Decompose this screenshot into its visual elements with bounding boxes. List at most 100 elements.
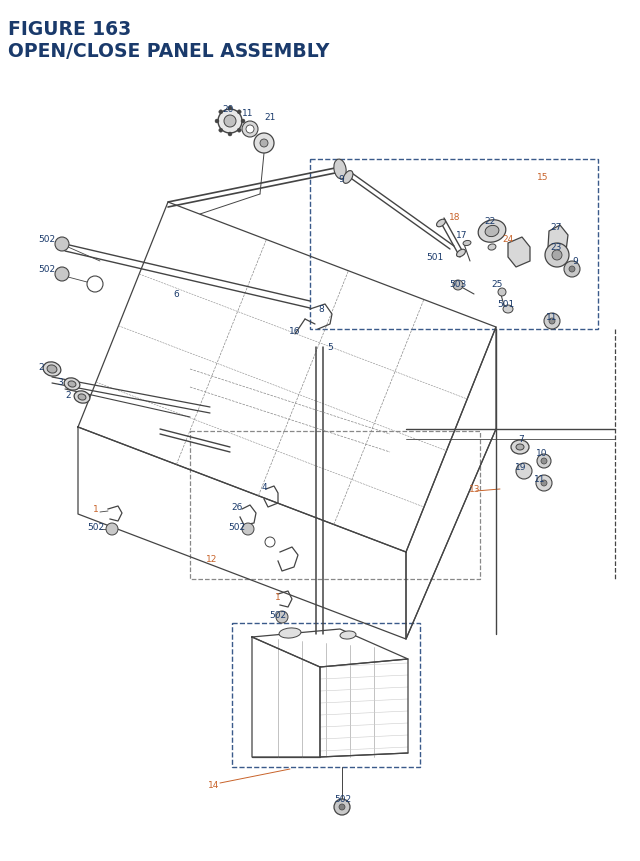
Circle shape [453, 281, 463, 291]
Circle shape [544, 313, 560, 330]
Ellipse shape [47, 366, 57, 374]
Text: 3: 3 [57, 378, 63, 387]
Circle shape [334, 799, 350, 815]
Text: 19: 19 [515, 463, 527, 472]
Text: 10: 10 [536, 449, 548, 458]
Circle shape [241, 120, 245, 124]
Text: 502: 502 [38, 265, 55, 274]
Text: 501: 501 [497, 300, 515, 309]
Circle shape [339, 804, 345, 810]
Text: 18: 18 [449, 214, 461, 222]
Polygon shape [508, 238, 530, 268]
Text: 502: 502 [88, 523, 104, 532]
Text: 20: 20 [222, 105, 234, 115]
Circle shape [242, 523, 254, 536]
Circle shape [260, 139, 268, 148]
Text: 502: 502 [228, 523, 246, 532]
Text: 21: 21 [264, 114, 276, 122]
Text: 5: 5 [327, 343, 333, 352]
Ellipse shape [516, 444, 524, 450]
Circle shape [254, 133, 274, 154]
Ellipse shape [334, 160, 346, 180]
Text: 1: 1 [275, 593, 281, 602]
Circle shape [564, 262, 580, 278]
Text: 502: 502 [335, 795, 351, 803]
Text: OPEN/CLOSE PANEL ASSEMBLY: OPEN/CLOSE PANEL ASSEMBLY [8, 42, 330, 61]
Ellipse shape [463, 241, 471, 246]
Ellipse shape [343, 171, 353, 184]
Text: 502: 502 [38, 235, 55, 245]
Text: 503: 503 [449, 280, 467, 289]
Text: 2: 2 [65, 391, 71, 400]
Ellipse shape [503, 306, 513, 313]
Text: 27: 27 [550, 223, 562, 232]
Ellipse shape [340, 631, 356, 640]
Circle shape [552, 251, 562, 261]
Circle shape [237, 129, 241, 133]
Ellipse shape [436, 220, 445, 227]
Ellipse shape [485, 226, 499, 238]
Text: FIGURE 163: FIGURE 163 [8, 20, 131, 39]
Text: 2: 2 [38, 363, 44, 372]
Text: 7: 7 [518, 435, 524, 444]
Text: 24: 24 [502, 235, 514, 245]
Text: 11: 11 [534, 475, 546, 484]
Text: 8: 8 [318, 305, 324, 314]
Text: 11: 11 [547, 313, 557, 322]
Circle shape [106, 523, 118, 536]
Circle shape [55, 238, 69, 251]
Circle shape [246, 126, 254, 133]
Text: 11: 11 [243, 108, 253, 117]
Polygon shape [548, 226, 568, 257]
Ellipse shape [64, 378, 80, 391]
Circle shape [218, 110, 242, 133]
Circle shape [569, 267, 575, 273]
Circle shape [55, 268, 69, 282]
Circle shape [242, 122, 258, 138]
Text: 14: 14 [208, 781, 220, 790]
Circle shape [541, 480, 547, 486]
Bar [232, 623, 420, 767]
Circle shape [276, 611, 288, 623]
Circle shape [549, 319, 555, 325]
Ellipse shape [488, 245, 496, 251]
Text: 4: 4 [261, 483, 267, 492]
Circle shape [237, 111, 241, 115]
Circle shape [228, 107, 232, 111]
Text: 15: 15 [537, 173, 548, 183]
Text: 13: 13 [469, 485, 481, 494]
Ellipse shape [478, 220, 506, 243]
Bar [190, 431, 480, 579]
Text: 23: 23 [550, 243, 562, 252]
Ellipse shape [43, 362, 61, 377]
Circle shape [545, 244, 569, 268]
Text: 22: 22 [484, 217, 495, 226]
Text: 1: 1 [93, 505, 99, 514]
Bar [310, 160, 598, 330]
Text: 17: 17 [456, 232, 468, 240]
Circle shape [215, 120, 219, 124]
Circle shape [498, 288, 506, 297]
Ellipse shape [68, 381, 76, 387]
Ellipse shape [78, 394, 86, 400]
Text: 16: 16 [289, 327, 301, 336]
Text: 9: 9 [338, 176, 344, 184]
Ellipse shape [74, 392, 90, 404]
Text: 9: 9 [572, 257, 578, 266]
Ellipse shape [279, 629, 301, 638]
Circle shape [537, 455, 551, 468]
Text: 6: 6 [173, 290, 179, 299]
Text: 25: 25 [492, 280, 502, 289]
Circle shape [224, 116, 236, 127]
Text: 501: 501 [426, 253, 444, 263]
Circle shape [541, 458, 547, 464]
Text: 502: 502 [269, 610, 287, 620]
Circle shape [228, 133, 232, 137]
Circle shape [219, 111, 223, 115]
Circle shape [516, 463, 532, 480]
Ellipse shape [511, 441, 529, 455]
Ellipse shape [456, 250, 465, 257]
Circle shape [536, 475, 552, 492]
Circle shape [219, 129, 223, 133]
Text: 26: 26 [231, 503, 243, 512]
